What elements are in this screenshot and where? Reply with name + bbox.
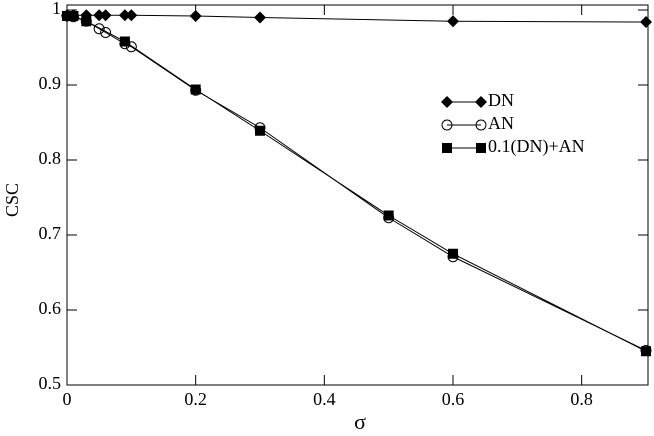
marker	[118, 9, 131, 22]
marker	[125, 9, 138, 22]
plot-frame	[66, 4, 649, 386]
legend-marker	[476, 143, 486, 153]
marker	[81, 16, 92, 27]
marker	[448, 248, 458, 259]
x-axis-label: σ	[354, 409, 366, 434]
legend-label: DN	[488, 90, 514, 110]
x-tick-label: 0	[63, 389, 72, 409]
marker	[125, 41, 137, 53]
marker	[255, 125, 265, 136]
x-tick-label: 0.4	[313, 389, 336, 409]
legend-label: 0.1(DN)+AN	[488, 136, 585, 157]
marker	[62, 11, 72, 21]
marker	[447, 15, 459, 28]
marker	[189, 10, 202, 22]
y-tick-label: 0.9	[39, 73, 62, 93]
marker	[254, 11, 266, 24]
x-tick-label: 0.6	[442, 389, 465, 409]
series-line	[66, 15, 647, 351]
y-axis-label: CSC	[2, 183, 22, 217]
legend-marker	[475, 96, 487, 108]
legend-marker	[442, 143, 452, 153]
marker	[641, 346, 651, 357]
marker	[93, 9, 106, 22]
legend-marker	[475, 119, 487, 131]
marker	[190, 84, 201, 95]
marker	[93, 23, 105, 35]
marker	[383, 210, 394, 221]
marker	[99, 9, 112, 22]
legend-marker	[441, 96, 453, 108]
series-line	[67, 14, 647, 23]
y-tick-label: 0.8	[39, 148, 62, 168]
y-tick-label: 0.7	[39, 223, 62, 243]
y-tick-label: 1	[52, 0, 61, 18]
marker	[119, 36, 130, 47]
y-tick-label: 0.6	[39, 298, 62, 318]
marker	[100, 27, 112, 38]
series-line	[67, 15, 647, 352]
y-tick-label: 0.5	[39, 373, 62, 393]
marker	[640, 16, 652, 28]
x-tick-label: 0.8	[570, 389, 593, 409]
x-tick-label: 0.2	[184, 389, 207, 409]
marker	[68, 11, 79, 21]
legend-marker	[441, 119, 453, 131]
legend-label: AN	[488, 113, 514, 133]
